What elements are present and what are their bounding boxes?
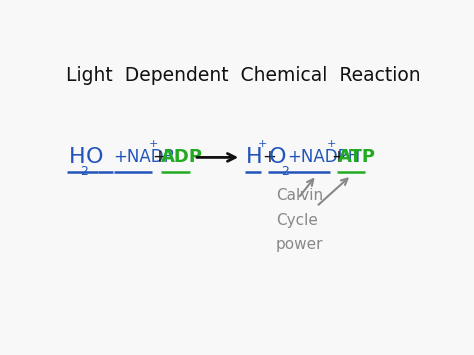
Text: Cycle: Cycle <box>276 213 318 228</box>
Text: +NADP: +NADP <box>114 148 174 166</box>
Text: Light  Dependent  Chemical  Reaction: Light Dependent Chemical Reaction <box>65 66 420 85</box>
Text: H: H <box>68 147 85 168</box>
Text: +: + <box>327 139 337 149</box>
Text: H: H <box>246 147 263 168</box>
Text: +: + <box>153 148 173 166</box>
Text: 2: 2 <box>80 165 88 178</box>
Text: power: power <box>276 237 323 252</box>
Text: ATP: ATP <box>337 148 376 166</box>
Text: +: + <box>262 148 276 166</box>
Text: 2: 2 <box>281 165 289 178</box>
Text: O: O <box>269 147 286 168</box>
Text: Calvin: Calvin <box>276 188 323 203</box>
Text: +: + <box>331 148 345 166</box>
Text: ADP: ADP <box>161 148 203 166</box>
Text: O: O <box>86 147 103 168</box>
Text: +: + <box>258 139 267 149</box>
Text: +NADPH: +NADPH <box>287 148 360 166</box>
Text: +: + <box>148 139 158 149</box>
